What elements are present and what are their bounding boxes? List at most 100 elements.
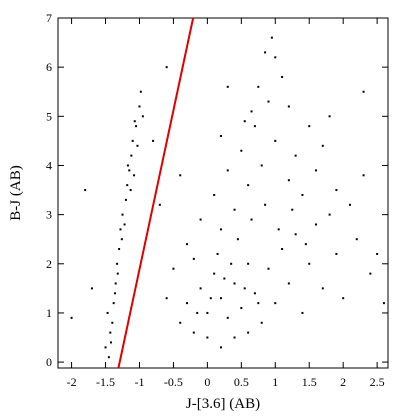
point — [382, 302, 385, 305]
point — [328, 115, 331, 118]
point — [172, 267, 175, 270]
point — [129, 189, 132, 192]
point — [120, 238, 123, 241]
point — [158, 203, 161, 206]
point — [243, 120, 246, 123]
y-tick-label: 3 — [46, 208, 52, 222]
point — [308, 262, 311, 265]
point — [274, 139, 277, 142]
point — [260, 321, 263, 324]
point — [179, 321, 182, 324]
point — [240, 307, 243, 310]
point — [236, 238, 239, 241]
point — [206, 336, 209, 339]
point — [247, 184, 250, 187]
point — [135, 125, 138, 128]
x-tick-label: -2 — [67, 375, 77, 389]
y-tick-label: 2 — [46, 257, 52, 271]
point — [294, 233, 297, 236]
point — [257, 85, 260, 88]
point — [130, 154, 133, 157]
x-tick-label: 1 — [272, 375, 278, 389]
x-tick-label: -0.5 — [164, 375, 183, 389]
point — [114, 282, 117, 285]
point — [216, 252, 219, 255]
point — [136, 144, 139, 147]
point — [70, 316, 73, 319]
point — [308, 125, 311, 128]
point — [112, 302, 115, 305]
point — [287, 282, 290, 285]
point — [133, 174, 136, 177]
point — [109, 331, 112, 334]
point — [111, 321, 114, 324]
point — [138, 105, 141, 108]
point — [315, 223, 318, 226]
point — [223, 277, 226, 280]
point — [139, 90, 142, 93]
point — [240, 149, 243, 152]
point — [270, 36, 273, 39]
x-tick-label: 2.5 — [370, 375, 385, 389]
point — [165, 297, 168, 300]
point — [315, 169, 318, 172]
x-tick-label: -1 — [134, 375, 144, 389]
point — [192, 257, 195, 260]
point — [233, 336, 236, 339]
point — [126, 164, 129, 167]
point — [226, 316, 229, 319]
y-tick-label: 4 — [46, 158, 52, 172]
point — [287, 105, 290, 108]
point — [118, 248, 121, 251]
point — [287, 179, 290, 182]
point — [335, 252, 338, 255]
point — [328, 213, 331, 216]
y-axis-label: B-J (AB) — [8, 165, 24, 220]
point — [362, 174, 365, 177]
point — [199, 218, 202, 221]
point — [209, 297, 212, 300]
point — [106, 311, 109, 314]
point — [186, 302, 189, 305]
point — [219, 346, 222, 349]
point — [253, 292, 256, 295]
point — [247, 262, 250, 265]
point — [165, 66, 168, 69]
point — [128, 169, 131, 172]
x-axis-label: J-[3.6] (AB) — [186, 396, 260, 412]
point — [355, 238, 358, 241]
x-tick-label: 1.5 — [302, 375, 317, 389]
y-tick-label: 0 — [46, 355, 52, 369]
point — [301, 193, 304, 196]
point — [116, 262, 119, 265]
point — [192, 331, 195, 334]
x-tick-label: 0 — [204, 375, 210, 389]
point — [274, 56, 277, 59]
point — [107, 356, 110, 359]
point — [321, 287, 324, 290]
point — [321, 144, 324, 147]
point — [206, 311, 209, 314]
point — [109, 341, 112, 344]
y-tick-label: 7 — [46, 11, 52, 25]
point — [301, 311, 304, 314]
point — [233, 208, 236, 211]
point — [114, 292, 117, 295]
y-tick-label: 6 — [46, 60, 52, 74]
point — [141, 115, 144, 118]
point — [362, 90, 365, 93]
point — [226, 85, 229, 88]
point — [233, 282, 236, 285]
point — [121, 213, 124, 216]
point — [131, 139, 134, 142]
point — [133, 120, 136, 123]
point — [277, 228, 280, 231]
point — [267, 100, 270, 103]
point — [376, 252, 379, 255]
x-tick-label: -1.5 — [96, 375, 115, 389]
point — [219, 297, 222, 300]
point — [274, 302, 277, 305]
point — [304, 243, 307, 246]
